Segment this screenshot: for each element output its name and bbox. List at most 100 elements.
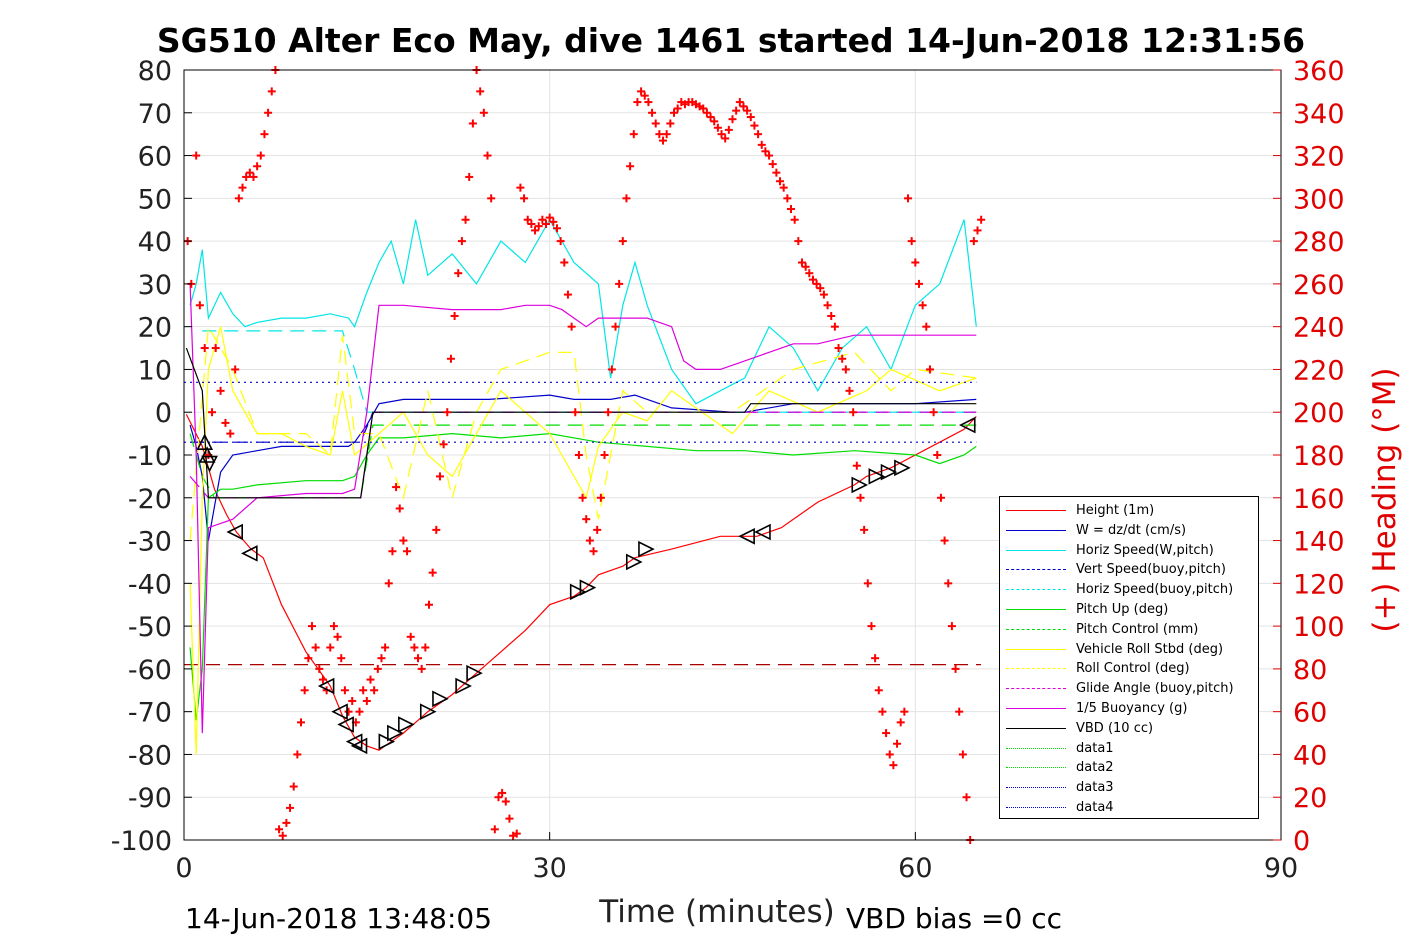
heading-point xyxy=(805,269,814,278)
legend-item: Horiz Speed(W,pitch) xyxy=(1000,541,1260,561)
heading-point xyxy=(593,525,602,534)
heading-point xyxy=(297,718,306,727)
heading-point xyxy=(446,354,455,363)
heading-point xyxy=(556,237,565,246)
y-tick-label: 0 xyxy=(155,398,172,429)
legend-swatch xyxy=(1006,510,1066,511)
heading-point xyxy=(200,344,209,353)
y-tick-label: 30 xyxy=(138,270,172,301)
heading-point xyxy=(461,215,470,224)
triangle-marker xyxy=(638,540,655,558)
heading-point xyxy=(637,87,646,96)
heading-point xyxy=(951,664,960,673)
heading-point xyxy=(721,134,730,143)
heading-point xyxy=(501,797,510,806)
legend-label: Glide Angle (buoy,pitch) xyxy=(1076,681,1234,697)
heading-point xyxy=(293,750,302,759)
heading-point xyxy=(765,151,774,160)
legend-swatch xyxy=(1006,727,1066,729)
heading-point xyxy=(443,408,452,417)
series-line-2 xyxy=(189,218,977,405)
heading-point xyxy=(454,269,463,278)
heading-point xyxy=(450,311,459,320)
heading-point xyxy=(490,825,499,834)
heading-point xyxy=(574,451,583,459)
y-tick-label: -70 xyxy=(128,698,172,729)
y-right-tick-label: 60 xyxy=(1293,698,1327,729)
heading-point xyxy=(226,429,235,438)
heading-point xyxy=(977,215,986,224)
y-tick-label: -20 xyxy=(128,484,172,515)
legend-label: data4 xyxy=(1076,800,1114,815)
heading-point xyxy=(373,664,382,673)
heading-point xyxy=(542,220,551,228)
heading-point xyxy=(918,301,927,310)
heading-point xyxy=(768,160,777,169)
heading-point xyxy=(421,643,430,652)
heading-point xyxy=(669,108,678,117)
heading-point xyxy=(841,365,850,374)
heading-point xyxy=(787,205,796,214)
legend-item: VBD (10 cc) xyxy=(1000,719,1260,739)
heading-point xyxy=(860,525,869,534)
heading-point xyxy=(896,718,905,727)
triangle-marker xyxy=(241,545,258,562)
footer-timestamp: 14-Jun-2018 13:48:05 xyxy=(185,902,492,935)
legend-swatch xyxy=(1006,529,1066,531)
y-right-tick-label: 40 xyxy=(1293,740,1327,771)
heading-point xyxy=(256,151,265,160)
heading-point xyxy=(863,579,872,588)
heading-point xyxy=(538,215,547,224)
heading-point xyxy=(911,258,920,267)
heading-point xyxy=(234,194,243,203)
heading-point xyxy=(370,686,379,695)
legend-item: Pitch Control (mm) xyxy=(1000,620,1260,640)
heading-point xyxy=(300,686,309,695)
heading-point xyxy=(710,117,719,126)
y-tick-label: 50 xyxy=(138,184,172,215)
heading-point xyxy=(611,322,620,331)
heading-point xyxy=(337,654,346,663)
heading-point xyxy=(520,194,529,203)
heading-point xyxy=(728,115,737,124)
heading-point xyxy=(249,172,258,181)
heading-point xyxy=(457,237,466,246)
heading-point xyxy=(403,547,412,556)
legend-label: data2 xyxy=(1076,760,1114,776)
heading-point xyxy=(304,654,313,663)
y-right-tick-label: 320 xyxy=(1293,142,1345,173)
heading-point xyxy=(527,220,536,228)
heading-point xyxy=(834,344,843,353)
x-tick-label: 90 xyxy=(1264,853,1298,884)
heading-point xyxy=(794,237,803,246)
legend-swatch xyxy=(1006,747,1066,749)
heading-point xyxy=(629,130,638,139)
y-right-tick-label: 140 xyxy=(1293,527,1345,558)
heading-point xyxy=(505,814,514,823)
heading-point xyxy=(516,183,525,192)
triangle-marker xyxy=(196,433,214,450)
heading-point xyxy=(812,279,821,288)
y-right-tick-label: 20 xyxy=(1293,783,1327,814)
heading-point xyxy=(885,750,894,759)
heading-point xyxy=(648,108,657,117)
legend-label: Pitch Up (deg) xyxy=(1076,602,1169,617)
legend-swatch xyxy=(1006,589,1066,591)
y-axis-left-ticks: 80 70 60 50 40 30 20 10 0 -10 -20 -30 -40 -50 -60 -70 -8… xyxy=(111,56,192,857)
heading-point xyxy=(578,493,587,502)
heading-point xyxy=(914,279,923,288)
heading-point xyxy=(582,515,591,524)
y-right-tick-label: 0 xyxy=(1293,826,1310,857)
heading-point xyxy=(925,365,934,374)
legend: Height (1m) W = dz/dt (cm/s) Horiz Speed(W… xyxy=(999,496,1259,819)
heading-point xyxy=(754,130,763,139)
triangle-marker xyxy=(625,553,643,571)
heading-point xyxy=(969,237,978,246)
heading-point xyxy=(435,472,444,481)
legend-swatch xyxy=(1006,787,1066,789)
heading-point xyxy=(589,547,598,556)
legend-label: Horiz Speed(W,pitch) xyxy=(1076,542,1214,558)
heading-point xyxy=(819,290,828,299)
y-tick-label: 70 xyxy=(138,99,172,130)
heading-point xyxy=(242,172,251,181)
